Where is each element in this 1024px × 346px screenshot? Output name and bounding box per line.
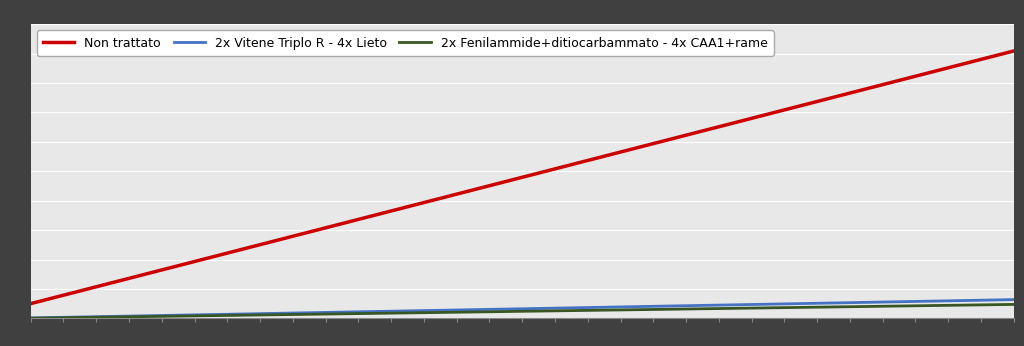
2x Vitene Triplo R - 4x Lieto	[942, 299, 954, 303]
2x Vitene Triplo R - 4x Lieto	[680, 304, 692, 308]
2x Vitene Triplo R - 4x Lieto	[156, 313, 168, 318]
Non trattato	[319, 226, 332, 230]
2x Vitene Triplo R - 4x Lieto	[352, 310, 365, 314]
2x Vitene Triplo R - 4x Lieto	[877, 300, 889, 304]
2x Fenilammide+ditiocarbammato - 4x CAA1+rame	[582, 308, 594, 312]
2x Vitene Triplo R - 4x Lieto	[287, 311, 299, 315]
2x Fenilammide+ditiocarbammato - 4x CAA1+rame	[287, 312, 299, 317]
Non trattato	[385, 209, 397, 213]
Non trattato	[811, 99, 823, 103]
Non trattato	[57, 293, 70, 297]
Non trattato	[254, 243, 266, 247]
2x Vitene Triplo R - 4x Lieto	[90, 315, 102, 319]
2x Fenilammide+ditiocarbammato - 4x CAA1+rame	[188, 314, 201, 318]
2x Fenilammide+ditiocarbammato - 4x CAA1+rame	[483, 310, 496, 314]
2x Fenilammide+ditiocarbammato - 4x CAA1+rame	[516, 309, 528, 313]
2x Fenilammide+ditiocarbammato - 4x CAA1+rame	[680, 307, 692, 311]
Non trattato	[942, 66, 954, 70]
Line: 2x Vitene Triplo R - 4x Lieto: 2x Vitene Triplo R - 4x Lieto	[31, 300, 1014, 318]
2x Vitene Triplo R - 4x Lieto	[418, 309, 430, 313]
2x Vitene Triplo R - 4x Lieto	[25, 316, 37, 320]
2x Vitene Triplo R - 4x Lieto	[254, 311, 266, 316]
2x Vitene Triplo R - 4x Lieto	[57, 315, 70, 319]
2x Vitene Triplo R - 4x Lieto	[516, 307, 528, 311]
2x Fenilammide+ditiocarbammato - 4x CAA1+rame	[647, 307, 659, 311]
2x Vitene Triplo R - 4x Lieto	[319, 310, 332, 315]
2x Fenilammide+ditiocarbammato - 4x CAA1+rame	[25, 316, 37, 320]
Non trattato	[549, 167, 561, 171]
2x Fenilammide+ditiocarbammato - 4x CAA1+rame	[156, 314, 168, 318]
2x Fenilammide+ditiocarbammato - 4x CAA1+rame	[1008, 302, 1020, 307]
2x Fenilammide+ditiocarbammato - 4x CAA1+rame	[123, 315, 135, 319]
2x Fenilammide+ditiocarbammato - 4x CAA1+rame	[614, 308, 627, 312]
Non trattato	[680, 133, 692, 137]
2x Fenilammide+ditiocarbammato - 4x CAA1+rame	[451, 310, 463, 314]
2x Vitene Triplo R - 4x Lieto	[188, 313, 201, 317]
Non trattato	[287, 234, 299, 238]
Line: Non trattato: Non trattato	[31, 51, 1014, 304]
Non trattato	[647, 142, 659, 146]
Non trattato	[778, 108, 791, 112]
2x Fenilammide+ditiocarbammato - 4x CAA1+rame	[221, 313, 233, 318]
Non trattato	[123, 276, 135, 280]
Non trattato	[418, 200, 430, 204]
2x Fenilammide+ditiocarbammato - 4x CAA1+rame	[57, 316, 70, 320]
2x Fenilammide+ditiocarbammato - 4x CAA1+rame	[942, 303, 954, 307]
2x Fenilammide+ditiocarbammato - 4x CAA1+rame	[254, 313, 266, 317]
Non trattato	[90, 285, 102, 289]
2x Vitene Triplo R - 4x Lieto	[385, 309, 397, 313]
2x Vitene Triplo R - 4x Lieto	[975, 298, 987, 302]
2x Vitene Triplo R - 4x Lieto	[909, 299, 922, 303]
2x Fenilammide+ditiocarbammato - 4x CAA1+rame	[909, 304, 922, 308]
2x Vitene Triplo R - 4x Lieto	[647, 304, 659, 308]
Non trattato	[582, 158, 594, 163]
Non trattato	[352, 217, 365, 221]
Legend: Non trattato, 2x Vitene Triplo R - 4x Lieto, 2x Fenilammide+ditiocarbammato - 4x: Non trattato, 2x Vitene Triplo R - 4x Li…	[37, 30, 774, 56]
2x Fenilammide+ditiocarbammato - 4x CAA1+rame	[975, 303, 987, 307]
2x Fenilammide+ditiocarbammato - 4x CAA1+rame	[418, 311, 430, 315]
2x Vitene Triplo R - 4x Lieto	[713, 303, 725, 307]
Non trattato	[483, 184, 496, 188]
2x Fenilammide+ditiocarbammato - 4x CAA1+rame	[877, 304, 889, 308]
2x Vitene Triplo R - 4x Lieto	[844, 301, 856, 305]
2x Fenilammide+ditiocarbammato - 4x CAA1+rame	[713, 307, 725, 311]
Non trattato	[975, 57, 987, 62]
2x Vitene Triplo R - 4x Lieto	[549, 306, 561, 310]
2x Vitene Triplo R - 4x Lieto	[811, 301, 823, 305]
2x Vitene Triplo R - 4x Lieto	[614, 305, 627, 309]
2x Fenilammide+ditiocarbammato - 4x CAA1+rame	[319, 312, 332, 316]
Line: 2x Fenilammide+ditiocarbammato - 4x CAA1+rame: 2x Fenilammide+ditiocarbammato - 4x CAA1…	[31, 304, 1014, 318]
2x Vitene Triplo R - 4x Lieto	[451, 308, 463, 312]
Non trattato	[451, 192, 463, 196]
Non trattato	[745, 116, 758, 120]
Non trattato	[25, 302, 37, 306]
2x Fenilammide+ditiocarbammato - 4x CAA1+rame	[844, 304, 856, 309]
2x Fenilammide+ditiocarbammato - 4x CAA1+rame	[385, 311, 397, 315]
Non trattato	[1008, 49, 1020, 53]
2x Vitene Triplo R - 4x Lieto	[123, 314, 135, 318]
2x Fenilammide+ditiocarbammato - 4x CAA1+rame	[90, 315, 102, 319]
Non trattato	[844, 91, 856, 95]
2x Vitene Triplo R - 4x Lieto	[1008, 298, 1020, 302]
2x Vitene Triplo R - 4x Lieto	[221, 312, 233, 316]
Non trattato	[188, 260, 201, 264]
Non trattato	[713, 125, 725, 129]
2x Vitene Triplo R - 4x Lieto	[778, 302, 791, 306]
2x Vitene Triplo R - 4x Lieto	[745, 302, 758, 307]
2x Fenilammide+ditiocarbammato - 4x CAA1+rame	[778, 306, 791, 310]
2x Fenilammide+ditiocarbammato - 4x CAA1+rame	[811, 305, 823, 309]
2x Fenilammide+ditiocarbammato - 4x CAA1+rame	[549, 309, 561, 313]
Non trattato	[877, 83, 889, 87]
Non trattato	[614, 150, 627, 154]
Non trattato	[909, 74, 922, 78]
2x Fenilammide+ditiocarbammato - 4x CAA1+rame	[352, 311, 365, 316]
Non trattato	[156, 268, 168, 272]
Non trattato	[221, 251, 233, 255]
Non trattato	[516, 175, 528, 179]
2x Vitene Triplo R - 4x Lieto	[483, 307, 496, 311]
2x Fenilammide+ditiocarbammato - 4x CAA1+rame	[745, 306, 758, 310]
2x Vitene Triplo R - 4x Lieto	[582, 306, 594, 310]
